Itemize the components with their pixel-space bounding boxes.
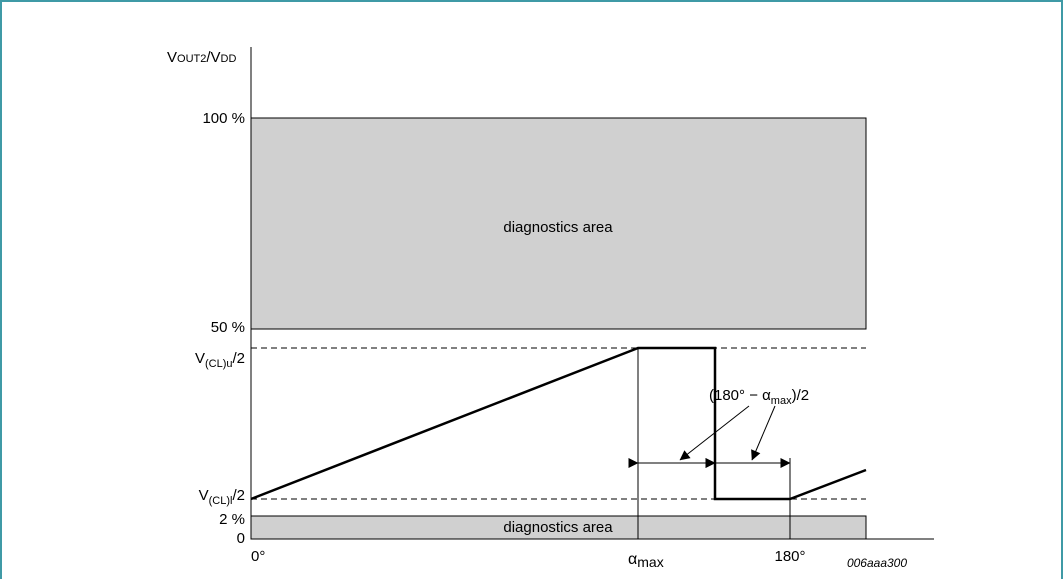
tick-100-percent: 100 %: [202, 110, 245, 127]
tick-0-degrees: 0°: [251, 548, 265, 565]
angle-annotation: (180° − αmax)/2: [709, 387, 809, 407]
tick-alpha-max: αmax: [628, 551, 664, 570]
leader-line-right: [751, 405, 776, 461]
leader-line-left: [679, 405, 750, 461]
y-axis-title: VOUT2/VDD: [167, 49, 236, 66]
tick-zero: 0: [237, 530, 245, 547]
tick-vclu: V(CL)u/2: [195, 350, 245, 370]
tick-180-degrees: 180°: [774, 548, 805, 565]
tick-vcll: V(CL)l/2: [199, 487, 245, 507]
output-waveform: [250, 346, 867, 501]
upper-diagnostics-region: [250, 117, 867, 330]
lower-diagnostics-label: diagnostics area: [503, 519, 613, 536]
tick-2-percent: 2 %: [219, 511, 245, 528]
upper-diagnostics-label: diagnostics area: [503, 219, 613, 236]
tick-50-percent: 50 %: [211, 319, 245, 336]
figure-reference-code: 006aaa300: [847, 556, 907, 570]
